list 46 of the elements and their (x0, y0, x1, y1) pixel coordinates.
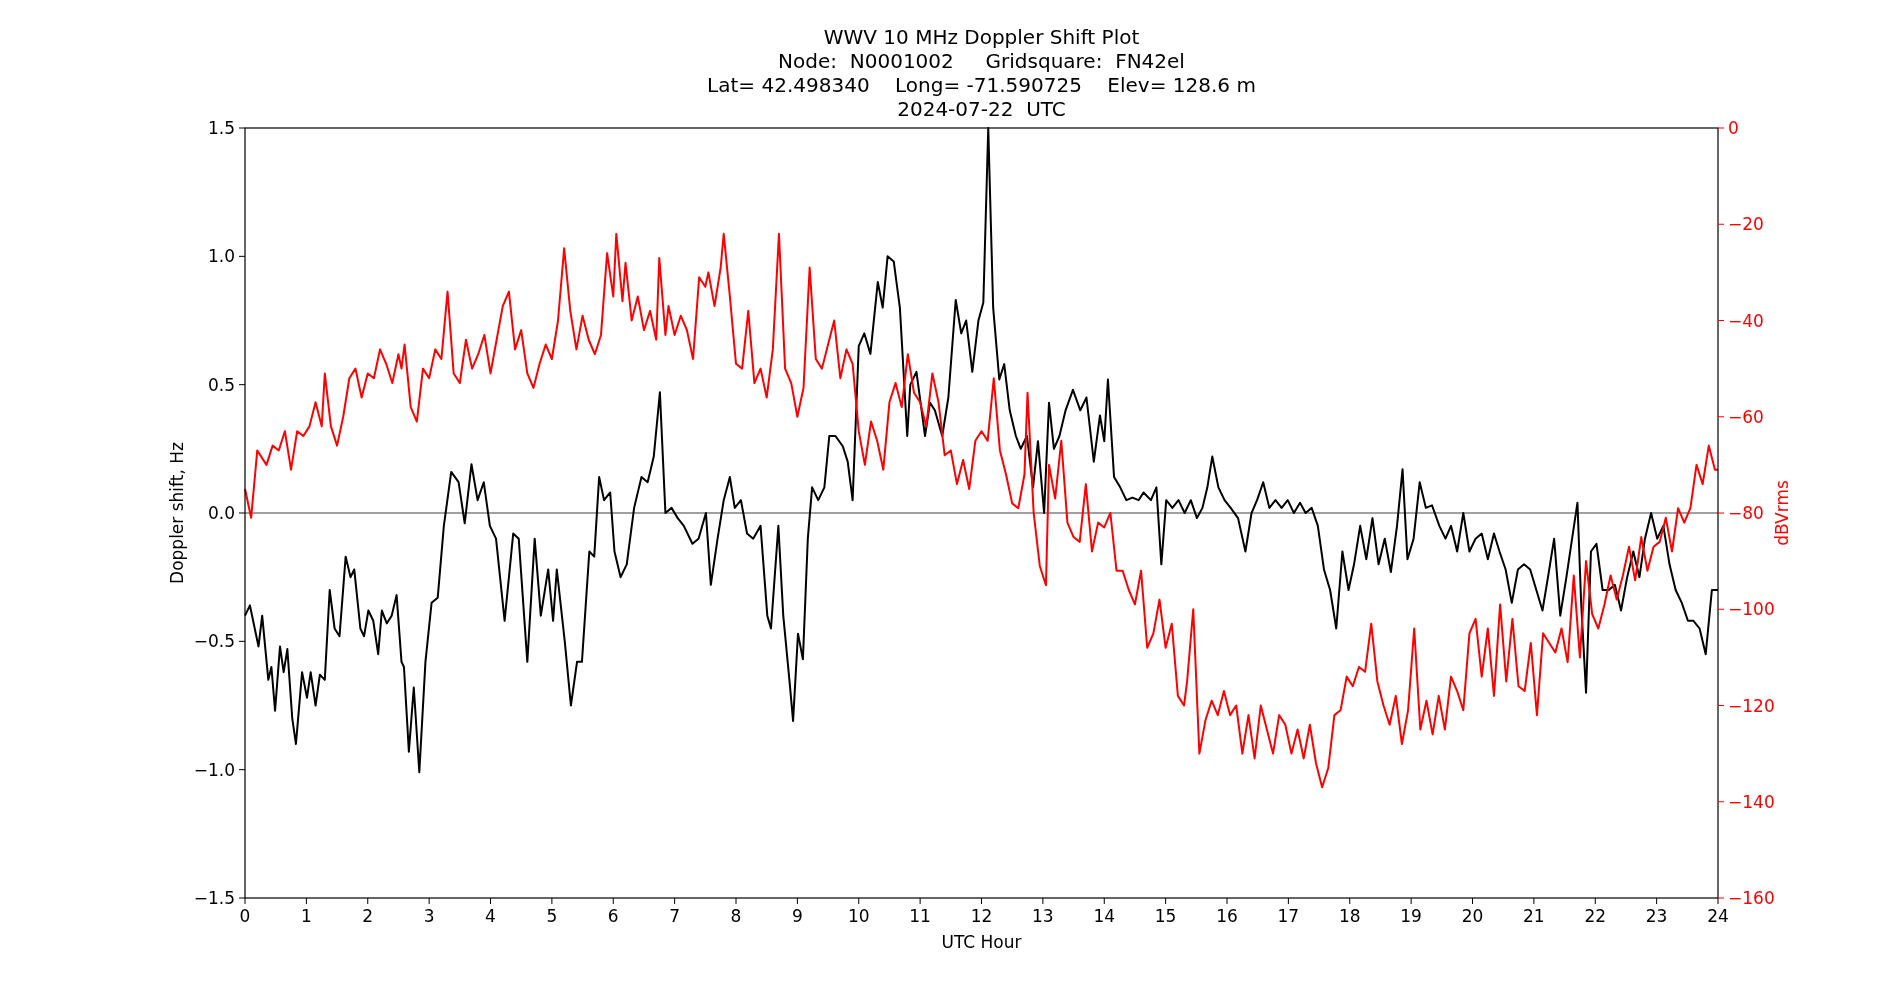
x-tick-label: 10 (847, 906, 870, 926)
x-tick-label: 12 (970, 906, 993, 926)
y2-tick-label: −100 (1728, 599, 1775, 620)
x-tick-label: 21 (1523, 906, 1545, 926)
x-tick-label: 1 (300, 906, 312, 926)
x-tick-label: 19 (1400, 906, 1422, 926)
x-tick-label: 16 (1216, 906, 1238, 926)
x-tick-label: 14 (1093, 906, 1116, 926)
x-tick-label: 20 (1461, 906, 1484, 926)
x-tick-label: 4 (485, 906, 496, 926)
x-tick-label: 5 (546, 906, 558, 926)
y2-tick-label: −40 (1728, 310, 1764, 331)
x-tick-label: 9 (791, 906, 803, 926)
y-tick-label: −1.0 (193, 759, 235, 780)
y2-tick-label: −80 (1728, 503, 1764, 523)
y2-tick-label: −120 (1728, 695, 1775, 716)
y2-axis-title: dBVrms (1772, 480, 1792, 546)
x-tick-label: 3 (423, 906, 435, 926)
y2-tick-label: −160 (1728, 888, 1775, 908)
y-tick-label: −1.5 (193, 888, 235, 908)
y-tick-label: 1.0 (207, 246, 235, 267)
y-tick-label: 1.5 (207, 118, 235, 138)
x-tick-label: 8 (730, 906, 742, 926)
line-series (244, 232, 1719, 789)
x-tick-label: 22 (1584, 906, 1607, 926)
y2-tick-label: −140 (1728, 791, 1775, 812)
y-tick-label: 0.0 (207, 503, 235, 523)
x-tick-label: 2 (362, 906, 374, 926)
x-tick-label: 23 (1645, 906, 1668, 926)
x-tick-label: 24 (1707, 906, 1729, 926)
x-tick-label: 13 (1032, 906, 1054, 926)
x-tick-label: 0 (239, 906, 251, 926)
x-tick-label: 11 (909, 906, 931, 926)
y2-tick-label: 0 (1728, 118, 1739, 138)
chart-title: WWV 10 MHz Doppler Shift Plot Node: N0001002 Gridsquare: FN42el Lat= 42.498340 Long= -71.590725 Elev= 128.6 m 2024-07-22 UTC (707, 25, 1256, 121)
x-tick-label: 7 (669, 906, 681, 926)
y2-tick-label: −60 (1728, 406, 1764, 427)
y-tick-label: 0.5 (207, 374, 235, 395)
x-tick-label: 15 (1154, 906, 1177, 926)
y2-tick-label: −20 (1728, 214, 1764, 235)
x-tick-label: 17 (1277, 906, 1300, 926)
x-axis-title: UTC Hour (941, 932, 1022, 952)
x-tick-label: 18 (1338, 906, 1361, 926)
x-tick-label: 6 (607, 906, 619, 926)
y-tick-label: −0.5 (193, 631, 235, 652)
y-axis-title: Doppler shift, Hz (167, 441, 187, 584)
